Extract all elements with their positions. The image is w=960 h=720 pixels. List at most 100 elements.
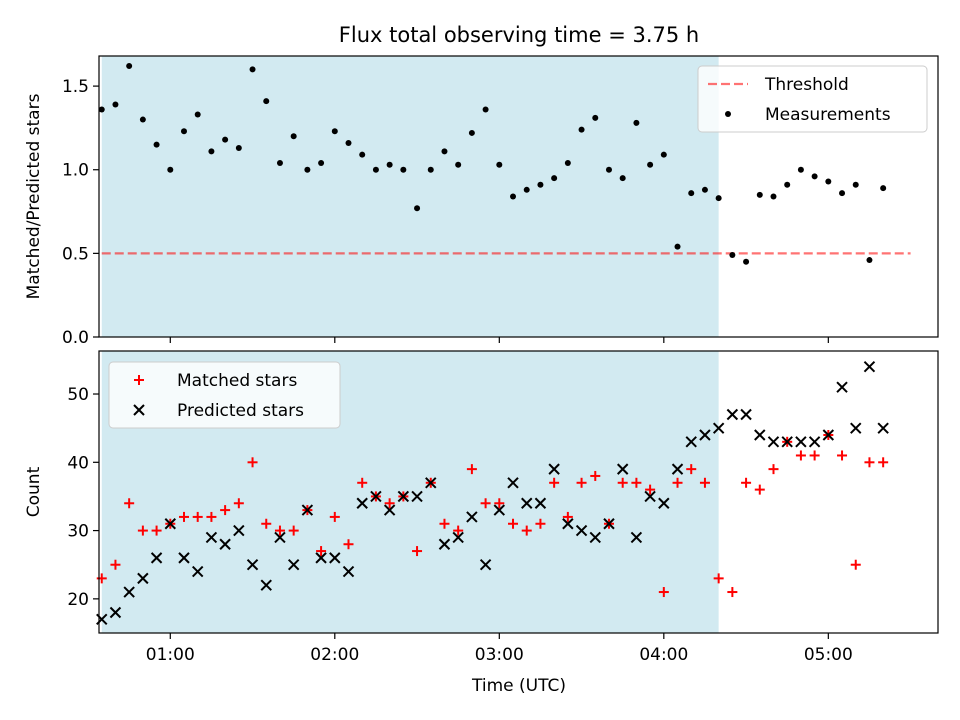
measurement-point xyxy=(839,190,846,197)
predicted-stars-point xyxy=(287,559,300,571)
predicted-stars-point xyxy=(479,559,492,571)
predicted-stars-point xyxy=(301,504,314,516)
measurement-point xyxy=(427,166,434,173)
predicted-stars-point xyxy=(342,565,355,578)
measurement-point xyxy=(222,136,229,143)
measurement-point xyxy=(180,128,187,135)
measurement-point xyxy=(331,128,338,135)
legend-box xyxy=(108,361,341,429)
predicted-stars-point xyxy=(178,552,190,564)
predicted-stars-point xyxy=(260,579,272,591)
measurement-point xyxy=(647,161,654,168)
ratio-legend: Threshold Measurements xyxy=(697,65,928,133)
measurement-point xyxy=(455,161,462,168)
ratio-y-axis-label: Matched/Predicted stars xyxy=(24,93,44,299)
count-plot-frame xyxy=(98,350,939,634)
measurement-point xyxy=(290,133,297,140)
predicted-stars-point xyxy=(877,422,889,434)
predicted-stars-point xyxy=(685,436,697,448)
predicted-stars-point xyxy=(562,518,574,530)
measurement-point xyxy=(112,101,119,108)
measurement-point xyxy=(482,106,489,113)
predicted-stars-point xyxy=(836,381,848,393)
legend-measurements-label: Measurements xyxy=(765,105,891,125)
count-axes: 20 30 40 50 01:00 02:00 03:00 04:00 05:00 xyxy=(67,385,852,665)
predicted-stars-point xyxy=(438,538,451,550)
predicted-stars-point xyxy=(616,463,629,475)
measurement-point xyxy=(153,141,160,148)
measurement-point xyxy=(564,160,571,167)
measurement-point xyxy=(551,175,558,182)
predicted-stars-point xyxy=(411,490,423,503)
predicted-stars-point xyxy=(123,586,135,598)
predicted-stars-point xyxy=(219,538,231,550)
measurement-point xyxy=(688,190,695,197)
legend-threshold-label: Threshold xyxy=(764,75,849,95)
predicted-stars-point xyxy=(603,518,615,530)
measurement-point xyxy=(249,66,256,73)
predicted-stars-point xyxy=(726,408,739,421)
measurement-point xyxy=(235,144,242,151)
time-x-axis-label: Time (UTC) xyxy=(471,676,566,696)
measurement-point xyxy=(167,166,174,173)
predicted-stars-point xyxy=(863,360,876,373)
measurement-point xyxy=(414,205,421,212)
measurement-point xyxy=(729,252,736,259)
predicted-stars-point xyxy=(133,404,145,416)
measurement-point xyxy=(194,111,201,118)
predicted-stars-point xyxy=(452,531,464,544)
predicted-stars-point xyxy=(630,531,643,544)
y-tick-label: 0.5 xyxy=(62,244,89,264)
predicted-stars-point xyxy=(644,490,656,503)
measurement-point xyxy=(304,166,311,173)
measurement-point xyxy=(276,160,283,167)
measurement-point xyxy=(701,186,708,193)
predicted-stars-point xyxy=(370,490,382,503)
measurement-point xyxy=(263,98,270,105)
ratio-axes: 0.0 0.5 1.0 1.5 xyxy=(62,77,829,348)
predicted-stars-point xyxy=(274,531,286,544)
predicted-stars-point xyxy=(822,429,835,441)
predicted-stars-point xyxy=(808,436,821,448)
y-tick-label: 50 xyxy=(67,385,89,405)
measurement-point xyxy=(359,151,366,158)
x-tick-label: 01:00 xyxy=(146,645,195,665)
predicted-stars-point xyxy=(521,497,533,509)
measurement-point xyxy=(139,116,146,123)
predicted-stars-point xyxy=(507,477,519,489)
legend-matched-label: Matched stars xyxy=(177,371,297,391)
predicted-stars-point xyxy=(658,497,670,509)
measurement-point xyxy=(756,191,763,198)
predicted-stars-point xyxy=(137,572,149,585)
predicted-stars-point xyxy=(109,606,122,619)
measurement-point xyxy=(674,243,681,250)
predicted-stars-point xyxy=(699,429,711,441)
predicted-stars-point xyxy=(246,559,259,571)
measurement-point xyxy=(880,185,887,192)
measurement-point xyxy=(510,193,517,200)
predicted-stars-point xyxy=(329,552,341,564)
predicted-stars-point xyxy=(575,524,588,537)
x-tick-label: 03:00 xyxy=(475,645,524,665)
y-tick-label: 0.0 xyxy=(62,328,89,348)
measurement-point xyxy=(770,193,777,200)
predicted-stars-point xyxy=(425,477,437,489)
predicted-stars-point xyxy=(315,552,327,564)
measurement-point xyxy=(318,160,325,167)
y-tick-label: 30 xyxy=(67,522,89,542)
ratio-plot-frame xyxy=(98,55,939,338)
predicted-stars-point xyxy=(671,463,684,475)
measurement-point xyxy=(523,186,530,193)
measurement-point xyxy=(743,258,750,265)
measurement-point xyxy=(852,181,859,188)
measurement-point xyxy=(866,257,873,264)
measurement-point xyxy=(208,148,215,155)
measurement-point xyxy=(797,166,804,173)
y-tick-label: 1.0 xyxy=(62,161,89,181)
measurement-point xyxy=(496,161,503,168)
ratio-panel: 0.0 0.5 1.0 1.5 Matched/Predicted stars Thr… xyxy=(24,55,939,348)
predicted-stars-point xyxy=(767,436,780,448)
measurement-point xyxy=(619,175,626,182)
predicted-stars-point xyxy=(548,463,560,475)
